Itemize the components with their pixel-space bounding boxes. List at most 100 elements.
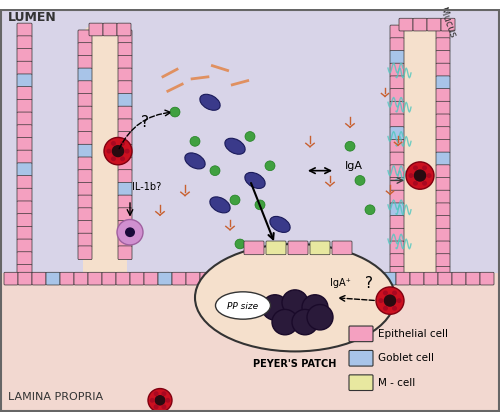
FancyBboxPatch shape	[172, 272, 186, 285]
Circle shape	[392, 290, 397, 295]
FancyBboxPatch shape	[89, 23, 103, 36]
FancyBboxPatch shape	[436, 215, 450, 229]
Text: ?: ?	[141, 115, 149, 130]
FancyBboxPatch shape	[78, 208, 92, 222]
Text: Mucus: Mucus	[437, 6, 457, 39]
Circle shape	[272, 309, 298, 335]
FancyBboxPatch shape	[17, 150, 32, 164]
FancyBboxPatch shape	[256, 272, 270, 285]
FancyBboxPatch shape	[17, 188, 32, 202]
FancyBboxPatch shape	[284, 272, 298, 285]
FancyBboxPatch shape	[312, 272, 326, 285]
FancyBboxPatch shape	[436, 190, 450, 204]
FancyBboxPatch shape	[436, 178, 450, 191]
Circle shape	[406, 162, 434, 189]
FancyBboxPatch shape	[382, 272, 396, 285]
Ellipse shape	[185, 153, 205, 169]
Circle shape	[262, 295, 288, 320]
FancyBboxPatch shape	[17, 214, 32, 227]
FancyBboxPatch shape	[103, 23, 117, 36]
FancyBboxPatch shape	[436, 165, 450, 178]
FancyBboxPatch shape	[102, 272, 116, 285]
FancyBboxPatch shape	[452, 272, 466, 285]
Circle shape	[230, 195, 240, 205]
FancyBboxPatch shape	[390, 25, 404, 39]
FancyBboxPatch shape	[390, 228, 404, 242]
Circle shape	[154, 395, 166, 405]
FancyBboxPatch shape	[78, 81, 92, 94]
FancyBboxPatch shape	[436, 38, 450, 52]
FancyBboxPatch shape	[390, 101, 404, 115]
Circle shape	[154, 405, 158, 409]
FancyBboxPatch shape	[118, 144, 132, 158]
FancyBboxPatch shape	[390, 190, 404, 204]
FancyBboxPatch shape	[396, 272, 410, 285]
FancyBboxPatch shape	[436, 76, 450, 89]
Text: M - cell: M - cell	[378, 378, 415, 388]
FancyBboxPatch shape	[436, 63, 450, 77]
FancyBboxPatch shape	[78, 55, 92, 69]
FancyBboxPatch shape	[242, 272, 256, 285]
Circle shape	[265, 161, 275, 171]
FancyBboxPatch shape	[78, 106, 92, 120]
FancyBboxPatch shape	[436, 89, 450, 102]
FancyBboxPatch shape	[349, 351, 373, 366]
FancyBboxPatch shape	[390, 139, 404, 153]
FancyBboxPatch shape	[228, 272, 242, 285]
FancyBboxPatch shape	[390, 215, 404, 229]
FancyBboxPatch shape	[390, 127, 404, 140]
Text: PP size: PP size	[228, 302, 258, 311]
FancyBboxPatch shape	[466, 272, 480, 285]
FancyBboxPatch shape	[310, 241, 330, 255]
FancyBboxPatch shape	[116, 272, 130, 285]
FancyBboxPatch shape	[200, 272, 214, 285]
Circle shape	[302, 295, 328, 320]
Circle shape	[190, 136, 200, 146]
Circle shape	[112, 145, 124, 157]
FancyBboxPatch shape	[118, 183, 132, 196]
Circle shape	[120, 157, 125, 161]
Circle shape	[255, 200, 265, 210]
FancyBboxPatch shape	[436, 254, 450, 267]
FancyBboxPatch shape	[17, 61, 32, 75]
Circle shape	[413, 165, 418, 170]
FancyBboxPatch shape	[186, 272, 200, 285]
FancyBboxPatch shape	[436, 267, 450, 280]
FancyBboxPatch shape	[158, 272, 172, 285]
FancyBboxPatch shape	[18, 272, 32, 285]
FancyBboxPatch shape	[480, 272, 494, 285]
Circle shape	[124, 149, 130, 154]
Circle shape	[378, 298, 384, 303]
Text: LAMINA PROPRIA: LAMINA PROPRIA	[8, 392, 103, 402]
Circle shape	[104, 138, 132, 165]
Circle shape	[170, 107, 180, 117]
FancyBboxPatch shape	[390, 76, 404, 89]
Text: IL-1b?: IL-1b?	[132, 182, 161, 192]
FancyBboxPatch shape	[46, 272, 60, 285]
FancyBboxPatch shape	[17, 74, 32, 88]
FancyBboxPatch shape	[118, 119, 132, 133]
FancyBboxPatch shape	[78, 30, 92, 44]
FancyBboxPatch shape	[270, 272, 284, 285]
FancyBboxPatch shape	[118, 246, 132, 260]
Circle shape	[162, 405, 166, 409]
Circle shape	[383, 306, 388, 311]
FancyBboxPatch shape	[78, 157, 92, 171]
FancyBboxPatch shape	[288, 241, 308, 255]
FancyBboxPatch shape	[0, 9, 500, 273]
Circle shape	[210, 166, 220, 176]
Circle shape	[365, 205, 375, 215]
FancyBboxPatch shape	[118, 81, 132, 94]
FancyBboxPatch shape	[390, 38, 404, 52]
FancyBboxPatch shape	[436, 127, 450, 140]
Ellipse shape	[245, 173, 265, 188]
Circle shape	[162, 391, 166, 396]
Circle shape	[426, 173, 432, 178]
FancyBboxPatch shape	[438, 272, 452, 285]
Circle shape	[422, 165, 427, 170]
FancyBboxPatch shape	[214, 272, 228, 285]
FancyBboxPatch shape	[17, 49, 32, 62]
FancyBboxPatch shape	[118, 157, 132, 171]
Circle shape	[414, 169, 426, 182]
Circle shape	[154, 391, 158, 396]
